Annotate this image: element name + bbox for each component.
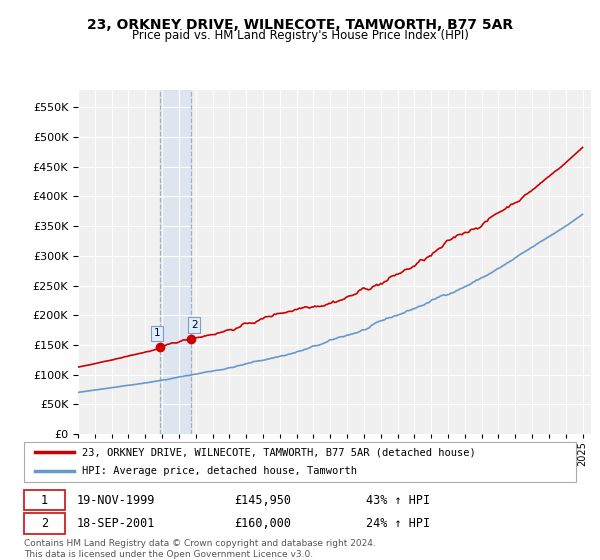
- Text: 2: 2: [191, 320, 197, 330]
- Text: Contains HM Land Registry data © Crown copyright and database right 2024.
This d: Contains HM Land Registry data © Crown c…: [24, 539, 376, 559]
- FancyBboxPatch shape: [24, 441, 576, 482]
- Text: 1: 1: [41, 493, 48, 506]
- FancyBboxPatch shape: [24, 489, 65, 510]
- Text: 1: 1: [154, 328, 160, 338]
- Text: Price paid vs. HM Land Registry's House Price Index (HPI): Price paid vs. HM Land Registry's House …: [131, 29, 469, 42]
- Text: £160,000: £160,000: [234, 517, 291, 530]
- Bar: [160, 90, 191, 434]
- FancyBboxPatch shape: [24, 514, 65, 534]
- Text: 23, ORKNEY DRIVE, WILNECOTE, TAMWORTH, B77 5AR (detached house): 23, ORKNEY DRIVE, WILNECOTE, TAMWORTH, B…: [82, 447, 476, 457]
- Text: £145,950: £145,950: [234, 493, 291, 506]
- Text: 43% ↑ HPI: 43% ↑ HPI: [366, 493, 430, 506]
- Text: 23, ORKNEY DRIVE, WILNECOTE, TAMWORTH, B77 5AR: 23, ORKNEY DRIVE, WILNECOTE, TAMWORTH, B…: [87, 18, 513, 32]
- Text: 2: 2: [41, 517, 48, 530]
- Text: 24% ↑ HPI: 24% ↑ HPI: [366, 517, 430, 530]
- Text: HPI: Average price, detached house, Tamworth: HPI: Average price, detached house, Tamw…: [82, 466, 357, 477]
- Text: 19-NOV-1999: 19-NOV-1999: [76, 493, 155, 506]
- Text: 18-SEP-2001: 18-SEP-2001: [76, 517, 155, 530]
